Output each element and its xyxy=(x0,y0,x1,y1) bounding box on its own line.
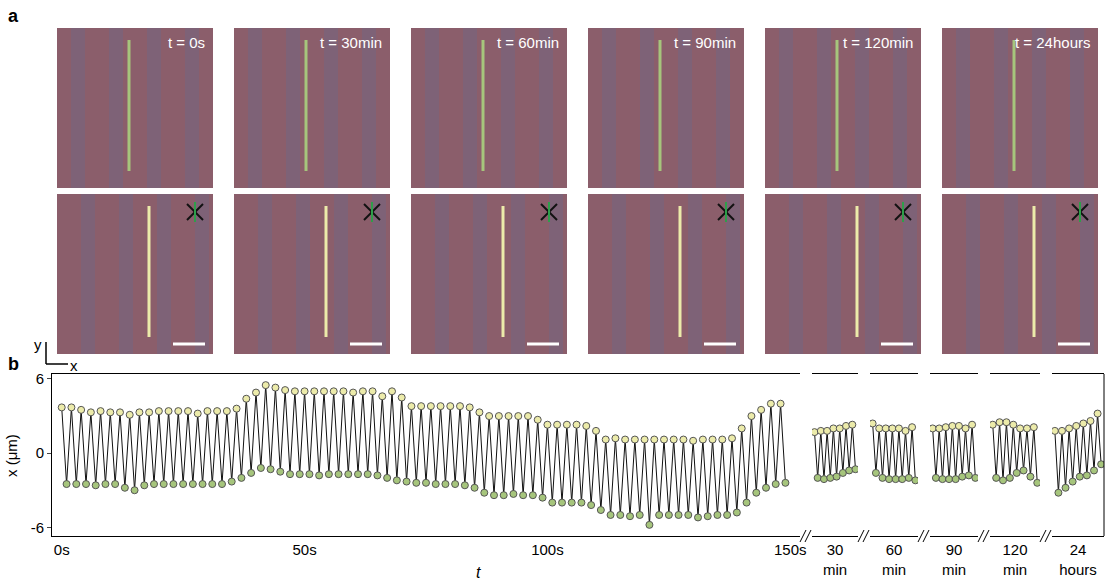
svg-text:t = 0s: t = 0s xyxy=(168,34,205,51)
svg-text:a: a xyxy=(8,6,19,26)
svg-text:t = 24hours: t = 24hours xyxy=(1015,34,1090,51)
svg-text:0: 0 xyxy=(36,444,44,461)
svg-text:6: 6 xyxy=(36,370,44,387)
svg-text:y: y xyxy=(34,336,42,353)
svg-text:0s: 0s xyxy=(54,541,70,558)
svg-text:120min: 120min xyxy=(1002,541,1027,578)
svg-text:t = 90min: t = 90min xyxy=(674,34,736,51)
svg-text:t = 120min: t = 120min xyxy=(843,34,913,51)
svg-text:x (μm): x (μm) xyxy=(3,434,20,477)
svg-text:90min: 90min xyxy=(942,541,966,578)
svg-text:-6: -6 xyxy=(31,519,44,536)
svg-text:100s: 100s xyxy=(531,541,564,558)
svg-text:30min: 30min xyxy=(823,541,847,578)
svg-text:50s: 50s xyxy=(292,541,316,558)
svg-text:60min: 60min xyxy=(882,541,906,578)
svg-text:24hours: 24hours xyxy=(1059,541,1097,578)
svg-text:x: x xyxy=(70,357,78,374)
svg-text:t = 30min: t = 30min xyxy=(320,34,382,51)
svg-text:b: b xyxy=(8,354,19,374)
svg-text:150s: 150s xyxy=(774,541,807,558)
svg-text:t = 60min: t = 60min xyxy=(497,34,559,51)
svg-text:t: t xyxy=(476,564,481,581)
